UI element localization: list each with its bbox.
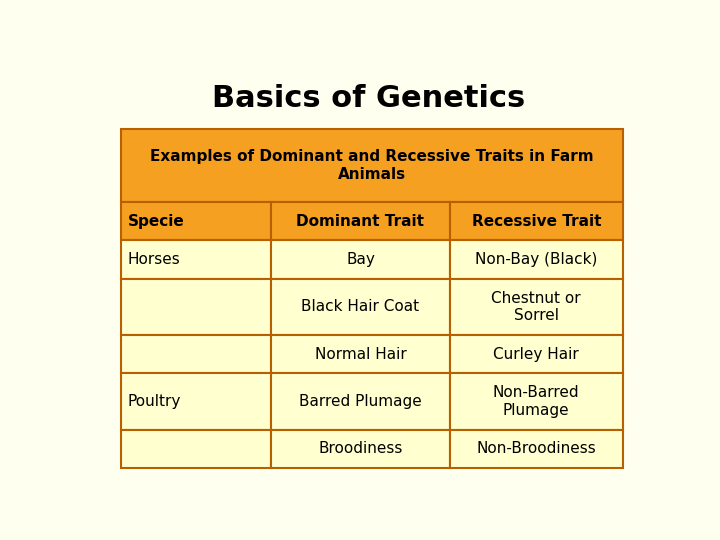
- Text: Examples of Dominant and Recessive Traits in Farm
Animals: Examples of Dominant and Recessive Trait…: [150, 150, 593, 182]
- Text: Horses: Horses: [127, 252, 180, 267]
- Bar: [449, 430, 623, 468]
- Text: Barred Plumage: Barred Plumage: [299, 394, 422, 409]
- Text: Recessive Trait: Recessive Trait: [472, 213, 601, 228]
- Bar: [449, 335, 623, 373]
- Bar: [121, 240, 271, 279]
- Text: Non-Broodiness: Non-Broodiness: [477, 442, 596, 456]
- Text: Basics of Genetics: Basics of Genetics: [212, 84, 526, 112]
- Text: Curley Hair: Curley Hair: [493, 347, 579, 362]
- Text: Black Hair Coat: Black Hair Coat: [302, 299, 420, 314]
- Bar: [121, 279, 271, 335]
- Bar: [271, 202, 449, 240]
- Text: Non-Bay (Black): Non-Bay (Black): [475, 252, 598, 267]
- Bar: [271, 430, 449, 468]
- Bar: [449, 279, 623, 335]
- Bar: [121, 335, 271, 373]
- Text: Dominant Trait: Dominant Trait: [297, 213, 425, 228]
- Text: Broodiness: Broodiness: [318, 442, 402, 456]
- Bar: [271, 373, 449, 430]
- Bar: [271, 240, 449, 279]
- Text: Normal Hair: Normal Hair: [315, 347, 406, 362]
- Bar: [271, 335, 449, 373]
- Bar: [121, 373, 271, 430]
- Text: Poultry: Poultry: [127, 394, 181, 409]
- Text: Non-Barred
Plumage: Non-Barred Plumage: [493, 386, 580, 418]
- Text: Bay: Bay: [346, 252, 375, 267]
- Bar: [449, 202, 623, 240]
- Bar: [121, 430, 271, 468]
- Bar: [449, 240, 623, 279]
- Bar: [121, 129, 623, 202]
- Bar: [271, 279, 449, 335]
- Text: Specie: Specie: [127, 213, 184, 228]
- Bar: [121, 202, 271, 240]
- Bar: [449, 373, 623, 430]
- Text: Chestnut or
Sorrel: Chestnut or Sorrel: [492, 291, 581, 323]
